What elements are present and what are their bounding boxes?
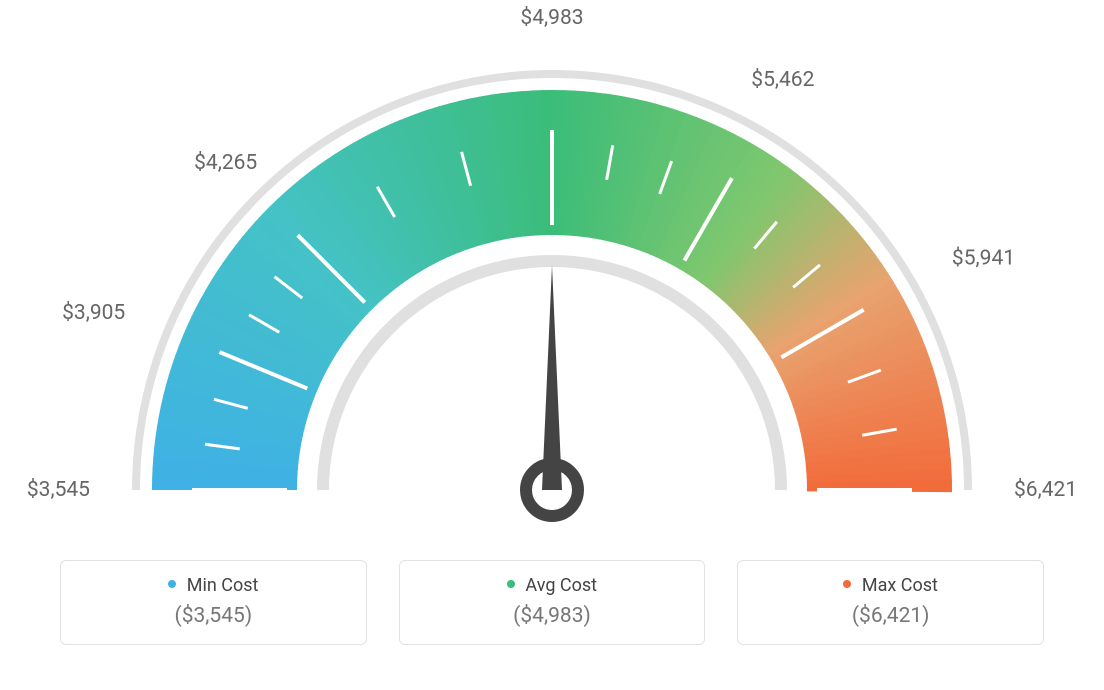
gauge-chart: $3,545 $3,905 $4,265 $4,983 $5,462 $5,941 $6,4… <box>0 0 1104 560</box>
tick-label: $5,462 <box>751 68 814 92</box>
legend-card-avg: Avg Cost ($4,983) <box>399 560 706 645</box>
legend-label-avg: Avg Cost <box>418 575 687 596</box>
dot-icon <box>843 580 851 588</box>
tick-label: $4,983 <box>520 6 583 30</box>
legend-label-text: Max Cost <box>862 575 938 596</box>
legend-label-text: Min Cost <box>187 575 259 596</box>
tick-label: $3,905 <box>62 301 125 325</box>
legend-value-max: ($6,421) <box>756 604 1025 628</box>
legend-value-min: ($3,545) <box>79 604 348 628</box>
legend-value-avg: ($4,983) <box>418 604 687 628</box>
tick-label: $3,545 <box>27 478 90 502</box>
legend-label-max: Max Cost <box>756 575 1025 596</box>
legend-card-max: Max Cost ($6,421) <box>737 560 1044 645</box>
tick-label: $6,421 <box>1014 478 1077 502</box>
tick-label: $5,941 <box>952 247 1015 271</box>
dot-icon <box>507 580 515 588</box>
dot-icon <box>168 580 176 588</box>
tick-label: $4,265 <box>194 151 257 175</box>
legend-row: Min Cost ($3,545) Avg Cost ($4,983) Max … <box>0 560 1104 645</box>
legend-label-min: Min Cost <box>79 575 348 596</box>
legend-card-min: Min Cost ($3,545) <box>60 560 367 645</box>
needle <box>526 265 578 516</box>
legend-label-text: Avg Cost <box>525 575 597 596</box>
